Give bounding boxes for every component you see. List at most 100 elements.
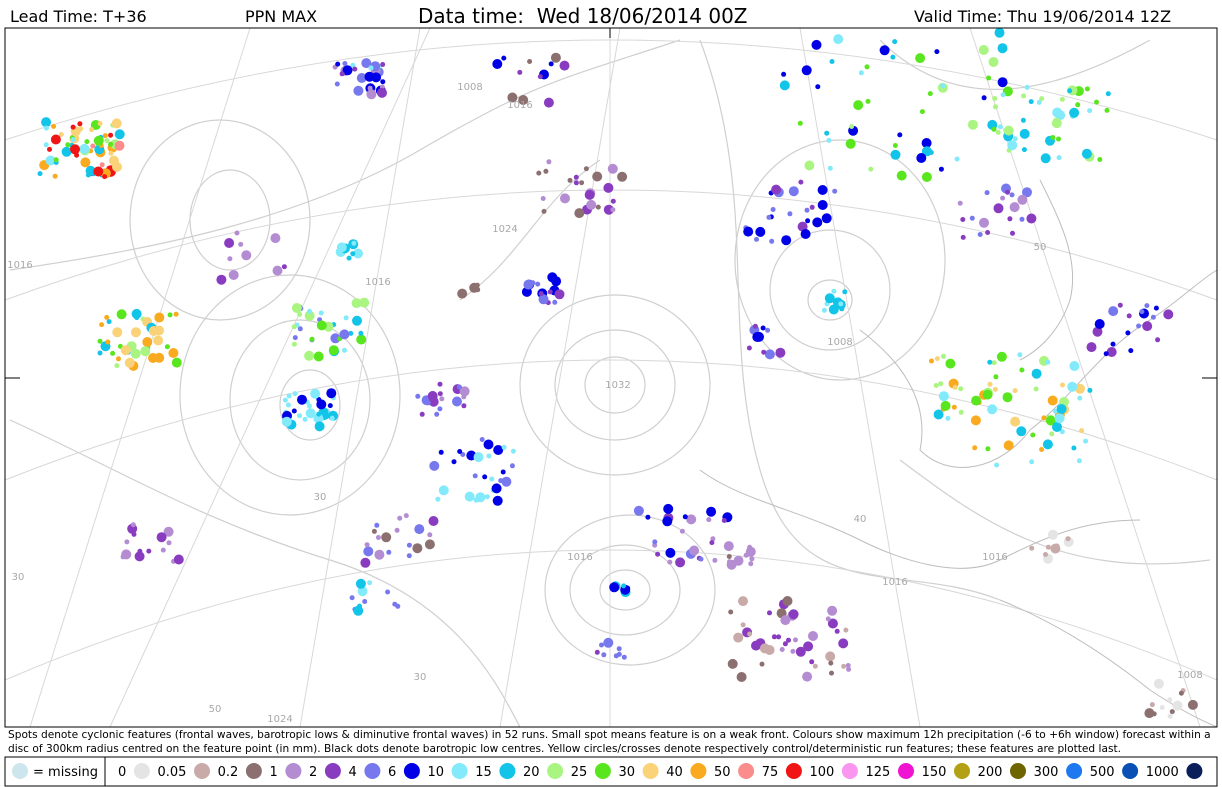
feature-spot: [234, 230, 240, 236]
feature-spot: [377, 87, 387, 98]
feature-spot: [543, 97, 554, 108]
feature-spot: [960, 234, 966, 240]
feature-spot: [832, 188, 838, 194]
feature-spot: [395, 603, 401, 609]
feature-spot: [99, 162, 105, 168]
feature-spot: [781, 71, 787, 77]
feature-spot: [292, 335, 298, 341]
feature-spot: [952, 384, 958, 390]
feature-spot: [986, 75, 992, 81]
feature-spot: [356, 73, 367, 83]
feature-spot: [291, 324, 297, 330]
feature-spot: [316, 320, 327, 331]
feature-spot: [1019, 216, 1025, 222]
feature-spot: [985, 230, 991, 235]
graticule: [4, 27, 1218, 728]
feature-spot: [1094, 99, 1099, 105]
feature-spot: [834, 628, 840, 634]
legend-label: 40: [666, 765, 683, 780]
feature-spot: [736, 672, 747, 682]
feature-spot: [1136, 323, 1142, 329]
feature-spot: [541, 208, 547, 214]
feature-spot: [510, 448, 516, 454]
feature-spot: [1076, 458, 1082, 464]
feature-spot: [146, 548, 152, 554]
feature-spot: [994, 27, 1005, 38]
feature-spot: [766, 214, 772, 220]
feature-spot: [1052, 107, 1063, 118]
feature-spot: [993, 203, 1004, 214]
feature-spot: [493, 445, 504, 455]
feature-spot: [567, 177, 573, 183]
legend-label: 100: [810, 765, 835, 780]
feature-spot: [829, 59, 835, 64]
feature-spot: [1149, 702, 1155, 708]
feature-spot: [1056, 404, 1067, 414]
feature-spot: [1022, 187, 1032, 198]
feature-spot: [110, 350, 116, 356]
feature-spot: [461, 403, 467, 409]
legend-swatch: [451, 763, 468, 779]
feature-spot: [329, 415, 335, 421]
feature-spot: [1039, 96, 1045, 102]
feature-spot: [1026, 213, 1037, 224]
legend-label: 150: [922, 765, 947, 780]
feature-spot: [1016, 426, 1027, 437]
feature-spot: [140, 346, 151, 357]
feature-spot: [359, 297, 370, 308]
isobar-label: 1024: [267, 714, 292, 725]
feature-spot: [921, 146, 932, 157]
feature-spot: [764, 349, 775, 360]
feature-spot: [845, 663, 851, 668]
feature-spot: [811, 39, 822, 50]
feature-spot: [355, 578, 366, 589]
feature-spot: [1139, 309, 1145, 315]
feature-spot: [302, 416, 308, 422]
feature-spot: [740, 622, 746, 628]
feature-spot: [363, 546, 374, 557]
feature-spot: [1045, 544, 1051, 550]
legend-label: 75: [762, 765, 779, 780]
feature-spot: [489, 476, 495, 482]
feature-spot: [1150, 314, 1156, 320]
feature-spot: [801, 65, 812, 76]
feature-spot: [41, 117, 52, 128]
feature-spot: [997, 124, 1003, 130]
valid-time: Valid Time: Thu 19/06/2014 12Z: [914, 7, 1172, 26]
feature-spot: [501, 55, 507, 61]
feature-spot: [102, 174, 108, 180]
feature-spot: [603, 204, 614, 215]
feature-spot: [309, 336, 315, 342]
feature-spot: [427, 391, 438, 401]
graticule-label: 40: [854, 514, 867, 525]
feature-spot: [1040, 153, 1051, 164]
feature-spot: [940, 83, 946, 89]
feature-spot: [160, 547, 166, 553]
feature-spot: [351, 298, 362, 309]
isobar-label: 1016: [567, 552, 592, 563]
feature-spot: [171, 357, 182, 368]
feature-spot: [728, 609, 734, 615]
feature-spot: [112, 327, 123, 338]
feature-spot: [786, 637, 791, 643]
feature-spot: [216, 274, 227, 285]
feature-spot: [527, 59, 533, 64]
legend-label: 10: [428, 765, 445, 780]
feature-spot: [972, 445, 978, 451]
legend-label: 125: [866, 765, 891, 780]
feature-spot: [1041, 415, 1047, 421]
feature-spot: [500, 469, 506, 475]
feature-spot: [406, 542, 412, 548]
isobar-label: 1008: [1177, 670, 1202, 681]
feature-spot: [827, 605, 838, 616]
legend-swatch: [324, 763, 341, 779]
feature-spot: [70, 144, 80, 155]
feature-spot: [941, 353, 946, 359]
feature-spot: [788, 186, 799, 197]
feature-spot: [281, 416, 292, 427]
feature-spot: [507, 92, 518, 103]
legend-swatch: [245, 763, 262, 779]
feature-spot: [621, 583, 627, 589]
feature-spot: [554, 289, 565, 300]
feature-spot: [1045, 359, 1051, 365]
